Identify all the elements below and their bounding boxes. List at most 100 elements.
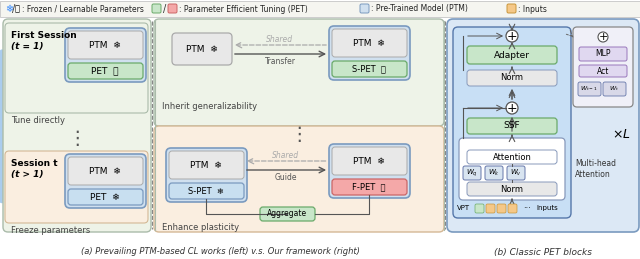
Text: Freeze parameters: Freeze parameters (11, 226, 90, 235)
FancyBboxPatch shape (453, 27, 571, 218)
Text: $W_k$: $W_k$ (488, 168, 500, 178)
Text: +: + (507, 102, 517, 114)
Text: : Parameter Efficient Tuning (PET): : Parameter Efficient Tuning (PET) (179, 4, 308, 13)
FancyBboxPatch shape (579, 65, 627, 77)
Text: PTM  ❄: PTM ❄ (186, 45, 218, 54)
FancyBboxPatch shape (168, 4, 177, 13)
Text: PTM  ❄: PTM ❄ (89, 40, 121, 49)
Text: F-PET  🔥: F-PET 🔥 (352, 183, 386, 191)
FancyBboxPatch shape (154, 126, 444, 232)
Text: Inherit generalizability: Inherit generalizability (162, 102, 257, 111)
FancyBboxPatch shape (68, 157, 143, 185)
Text: (t > 1): (t > 1) (11, 169, 44, 178)
FancyBboxPatch shape (467, 46, 557, 64)
FancyBboxPatch shape (332, 61, 407, 77)
Text: $W_{t-1}$: $W_{t-1}$ (580, 84, 598, 93)
Text: Session t: Session t (11, 159, 58, 168)
FancyBboxPatch shape (467, 70, 557, 86)
Text: Norm: Norm (500, 74, 524, 83)
Text: PET  🔥: PET 🔥 (92, 67, 119, 76)
FancyBboxPatch shape (573, 27, 633, 107)
FancyBboxPatch shape (578, 82, 601, 96)
FancyBboxPatch shape (68, 189, 143, 205)
Text: /: / (12, 4, 15, 14)
Text: Shared: Shared (273, 152, 300, 161)
FancyBboxPatch shape (467, 118, 557, 134)
Text: Guide: Guide (275, 172, 297, 182)
Text: S-PET  ❄: S-PET ❄ (188, 186, 224, 196)
FancyBboxPatch shape (332, 29, 407, 57)
FancyBboxPatch shape (507, 166, 525, 180)
Bar (0, 1, 640, 17)
Text: First Session: First Session (11, 31, 77, 40)
Text: (t = 1): (t = 1) (11, 41, 44, 51)
FancyBboxPatch shape (603, 82, 626, 96)
Text: S-PET  🔥: S-PET 🔥 (352, 64, 386, 74)
Text: : Inputs: : Inputs (518, 4, 547, 13)
Text: : Frozen / Learnable Parameters: : Frozen / Learnable Parameters (22, 4, 144, 13)
Text: +: + (507, 30, 517, 42)
FancyBboxPatch shape (154, 19, 444, 126)
Text: ⋮: ⋮ (67, 130, 87, 148)
FancyBboxPatch shape (447, 19, 639, 232)
FancyBboxPatch shape (508, 204, 517, 213)
Text: Attention: Attention (493, 153, 531, 162)
Text: 🔥: 🔥 (15, 4, 20, 13)
Text: : Pre-Trained Model (PTM): : Pre-Trained Model (PTM) (371, 4, 468, 13)
Text: /: / (163, 4, 166, 14)
FancyBboxPatch shape (507, 4, 516, 13)
FancyBboxPatch shape (467, 150, 557, 164)
FancyBboxPatch shape (332, 147, 407, 175)
FancyBboxPatch shape (463, 166, 481, 180)
Text: Enhance plasticity: Enhance plasticity (162, 223, 239, 232)
FancyBboxPatch shape (329, 26, 410, 80)
Text: Norm: Norm (500, 184, 524, 193)
FancyBboxPatch shape (152, 4, 161, 13)
Text: VPT: VPT (457, 205, 470, 211)
FancyBboxPatch shape (3, 19, 151, 232)
Text: PTM  ❄: PTM ❄ (89, 167, 121, 176)
FancyBboxPatch shape (467, 182, 557, 196)
Text: Adapter: Adapter (494, 51, 530, 60)
Text: +: + (598, 32, 608, 42)
Text: (b) Classic PET blocks: (b) Classic PET blocks (494, 248, 592, 256)
Text: $\times L$: $\times L$ (612, 128, 630, 141)
Text: Aggregate: Aggregate (267, 210, 307, 219)
Text: MLP: MLP (595, 49, 611, 59)
Text: PTM  ❄: PTM ❄ (353, 39, 385, 47)
FancyBboxPatch shape (260, 207, 315, 221)
FancyBboxPatch shape (360, 4, 369, 13)
Text: ···: ··· (523, 205, 531, 213)
FancyBboxPatch shape (459, 138, 565, 200)
FancyBboxPatch shape (68, 31, 143, 59)
FancyBboxPatch shape (172, 33, 232, 65)
FancyBboxPatch shape (5, 23, 148, 113)
FancyBboxPatch shape (475, 204, 484, 213)
Text: (a) Prevailing PTM-based CL works (left) v.s. Our framework (right): (a) Prevailing PTM-based CL works (left)… (81, 248, 360, 256)
Text: $W_{t}$: $W_{t}$ (609, 84, 619, 93)
Text: ❄: ❄ (5, 4, 13, 14)
FancyBboxPatch shape (166, 148, 247, 202)
FancyBboxPatch shape (486, 204, 495, 213)
FancyBboxPatch shape (169, 183, 244, 199)
Circle shape (506, 30, 518, 42)
Text: ⋮: ⋮ (289, 125, 308, 143)
Text: PTM  ❄: PTM ❄ (190, 161, 222, 169)
Text: Shared: Shared (266, 35, 294, 45)
Text: SSF: SSF (504, 121, 520, 131)
Text: Tune directly: Tune directly (11, 116, 65, 125)
FancyBboxPatch shape (5, 151, 148, 223)
FancyBboxPatch shape (579, 47, 627, 61)
FancyBboxPatch shape (485, 166, 503, 180)
FancyBboxPatch shape (497, 204, 506, 213)
FancyBboxPatch shape (68, 63, 143, 79)
Text: Multi-head
Attention: Multi-head Attention (575, 159, 616, 179)
Text: $W_v$: $W_v$ (510, 168, 522, 178)
FancyBboxPatch shape (329, 144, 410, 198)
Text: Act: Act (597, 67, 609, 76)
Text: PTM  ❄: PTM ❄ (353, 156, 385, 166)
Text: Transfer: Transfer (264, 56, 296, 66)
Text: Inputs: Inputs (536, 205, 557, 211)
FancyBboxPatch shape (332, 179, 407, 195)
FancyBboxPatch shape (65, 154, 146, 208)
